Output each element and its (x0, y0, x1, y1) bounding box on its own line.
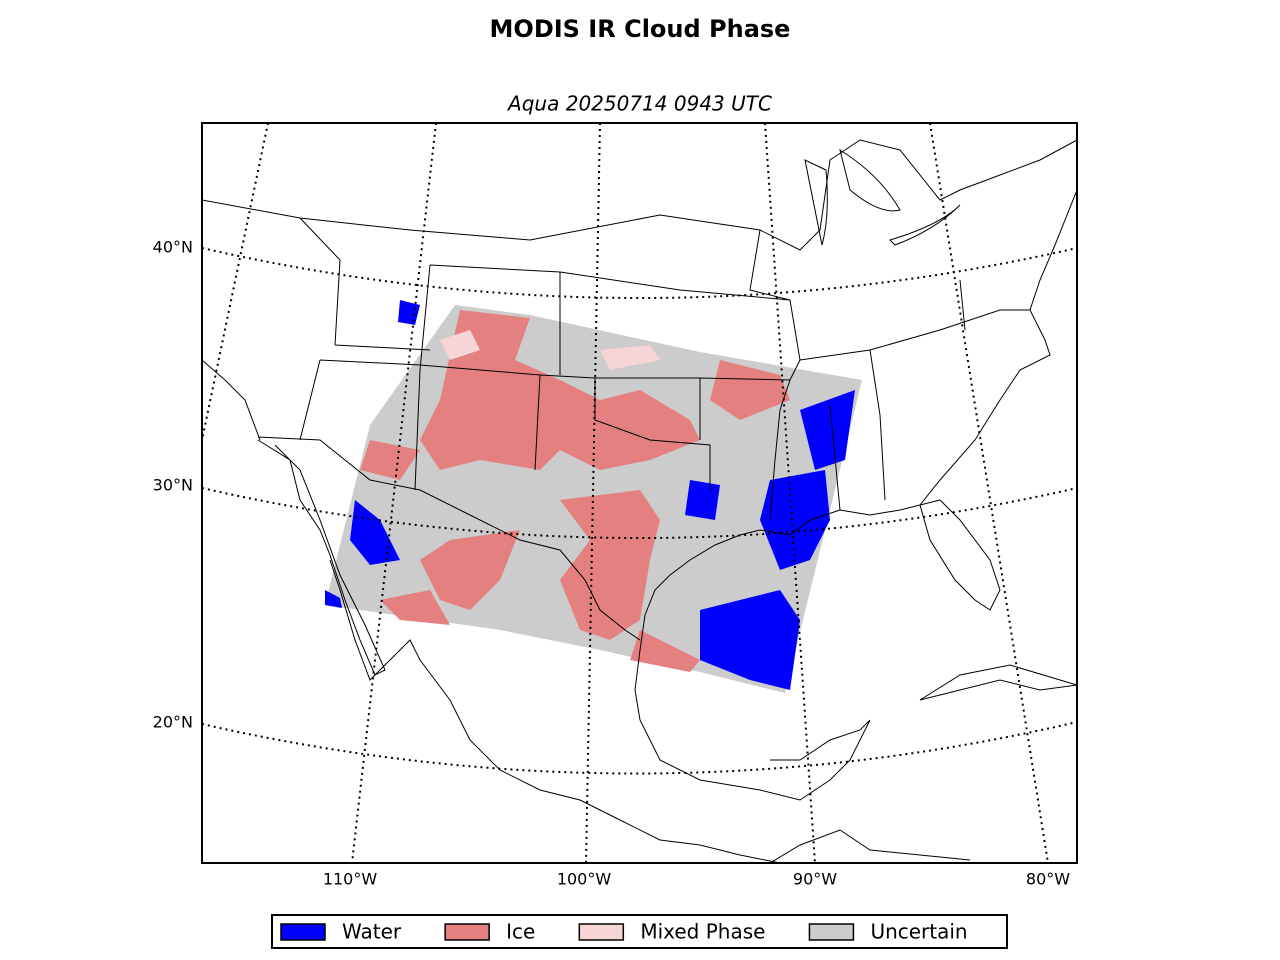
water-area (800, 390, 855, 470)
graticule (202, 123, 1077, 863)
ice-area (630, 630, 700, 672)
lat-label: 20°N (153, 713, 193, 732)
us-border (202, 139, 1077, 251)
legend-swatch (280, 923, 326, 941)
legend-box (271, 914, 1008, 949)
lon-label: 100°W (557, 870, 612, 889)
water-area (700, 590, 800, 690)
cloud-swath (325, 300, 862, 693)
lat-label: 40°N (153, 238, 193, 257)
parallel (202, 247, 1077, 299)
ice-area (560, 490, 660, 640)
lon-label: 80°W (1026, 870, 1070, 889)
mexico-pacific-coast (329, 559, 781, 863)
coastlines (202, 139, 1077, 863)
mexico-border (257, 436, 641, 641)
ice-area (420, 310, 700, 470)
legend-swatch (444, 923, 490, 941)
water-area (398, 300, 420, 325)
great-lakes (804, 148, 961, 246)
lon-label: 90°W (793, 870, 837, 889)
legend-swatch (578, 923, 625, 941)
ice-area (420, 530, 520, 610)
ice-area (360, 440, 420, 480)
gulf-coast (634, 499, 941, 801)
lon-label: 110°W (323, 870, 378, 889)
meridian (351, 123, 437, 863)
ice-area (710, 360, 790, 420)
legend: Water Ice Mixed Phase Uncertain (280, 920, 968, 944)
parallel (202, 721, 1077, 775)
lat-label: 30°N (153, 476, 193, 495)
mixed-phase-area (440, 330, 480, 360)
subtitle: Aqua 20250714 0943 UTC (506, 92, 772, 116)
baja-california (257, 439, 386, 676)
water-area (685, 480, 720, 520)
legend-label: Ice (506, 920, 535, 944)
state-lines (299, 217, 1030, 521)
legend-label: Mixed Phase (640, 920, 765, 944)
mixed-phase-area (600, 345, 660, 370)
water-area (760, 470, 830, 570)
meridian (929, 123, 1049, 863)
us-west-coast (202, 359, 261, 441)
legend-label: Uncertain (870, 920, 967, 944)
water-area (350, 500, 400, 565)
map-area (202, 123, 1077, 863)
title: MODIS IR Cloud Phase (490, 15, 791, 43)
legend-swatch (808, 923, 855, 941)
central-america (769, 829, 971, 863)
meridian (764, 123, 816, 863)
ice-area (380, 590, 450, 625)
water-area (325, 590, 342, 608)
legend-label: Water (342, 920, 402, 944)
cuba (919, 664, 1077, 701)
map-frame (201, 122, 1078, 864)
meridian (202, 123, 269, 441)
